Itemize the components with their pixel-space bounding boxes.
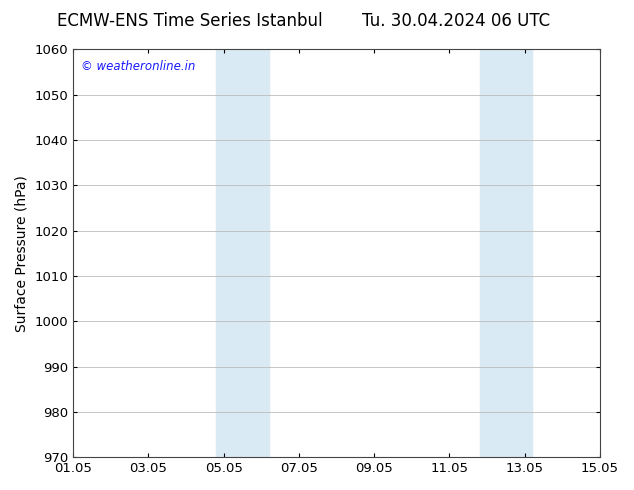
Text: ECMW-ENS Time Series Istanbul: ECMW-ENS Time Series Istanbul <box>58 12 323 30</box>
Bar <box>216 49 269 457</box>
Y-axis label: Surface Pressure (hPa): Surface Pressure (hPa) <box>15 175 29 332</box>
Bar <box>479 49 533 457</box>
Text: © weatheronline.in: © weatheronline.in <box>81 60 195 73</box>
Text: Tu. 30.04.2024 06 UTC: Tu. 30.04.2024 06 UTC <box>363 12 550 30</box>
